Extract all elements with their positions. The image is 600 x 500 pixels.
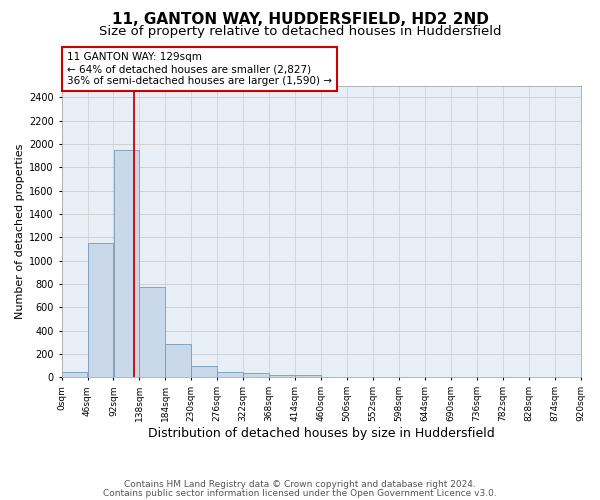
Bar <box>191 366 217 378</box>
Text: Contains public sector information licensed under the Open Government Licence v3: Contains public sector information licen… <box>103 488 497 498</box>
Text: 11, GANTON WAY, HUDDERSFIELD, HD2 2ND: 11, GANTON WAY, HUDDERSFIELD, HD2 2ND <box>112 12 488 28</box>
Bar <box>139 287 165 378</box>
Bar <box>217 372 243 378</box>
Bar <box>295 375 321 378</box>
Bar <box>62 372 88 378</box>
X-axis label: Distribution of detached houses by size in Huddersfield: Distribution of detached houses by size … <box>148 427 494 440</box>
Text: 11 GANTON WAY: 129sqm
← 64% of detached houses are smaller (2,827)
36% of semi-d: 11 GANTON WAY: 129sqm ← 64% of detached … <box>67 52 332 86</box>
Bar <box>269 374 295 378</box>
Y-axis label: Number of detached properties: Number of detached properties <box>15 144 25 320</box>
Bar <box>113 150 139 378</box>
Bar <box>166 344 191 378</box>
Bar <box>243 373 269 378</box>
Text: Size of property relative to detached houses in Huddersfield: Size of property relative to detached ho… <box>99 25 501 38</box>
Text: Contains HM Land Registry data © Crown copyright and database right 2024.: Contains HM Land Registry data © Crown c… <box>124 480 476 489</box>
Bar <box>88 243 113 378</box>
